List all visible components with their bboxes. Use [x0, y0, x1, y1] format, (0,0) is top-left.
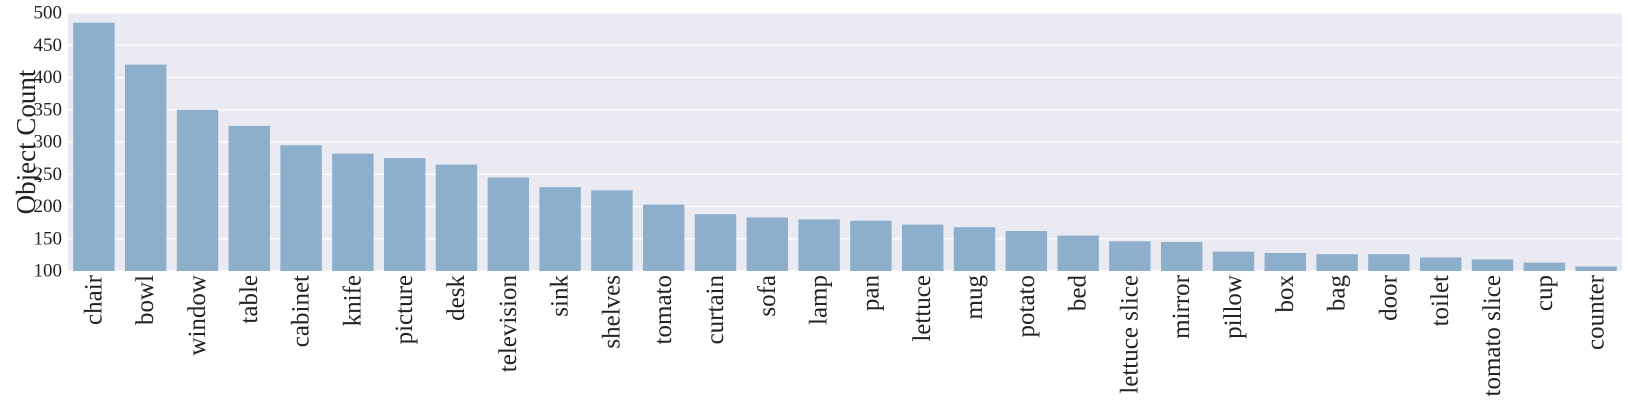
- bar-bag: [1316, 254, 1358, 271]
- y-axis-ticks: 100 150 200 250 300 350 400 450 500: [34, 3, 63, 282]
- bar-desk: [435, 164, 478, 271]
- x-tick-label-box: box: [1272, 275, 1299, 313]
- x-tick-label-bowl: bowl: [132, 275, 159, 325]
- bar-potato: [1005, 231, 1048, 271]
- bar-lettuce-slice: [1109, 241, 1151, 271]
- y-tick-label: 350: [34, 99, 63, 120]
- y-tick-label: 200: [34, 196, 63, 217]
- bar-knife: [332, 153, 374, 271]
- x-tick-label-bed: bed: [1065, 275, 1092, 312]
- x-tick-label-cup: cup: [1531, 275, 1558, 311]
- bar-tomato: [642, 204, 685, 271]
- bar-toilet: [1419, 257, 1462, 271]
- x-tick-label-sofa: sofa: [754, 275, 781, 317]
- bar-bed: [1057, 235, 1099, 271]
- y-axis-title: Object Count: [11, 69, 41, 214]
- x-tick-label-lettuce-slice: lettuce slice: [1116, 275, 1143, 394]
- x-axis-category-labels: chair bowl window table cabinet knife picture d…: [80, 274, 1609, 396]
- bar-picture: [383, 158, 426, 271]
- x-tick-label-shelves: shelves: [598, 275, 625, 349]
- x-tick-label-window: window: [184, 275, 211, 356]
- y-tick-label: 300: [34, 132, 63, 153]
- x-tick-label-toilet: toilet: [1427, 275, 1454, 326]
- bar-pillow: [1212, 251, 1255, 271]
- x-tick-label-chair: chair: [80, 274, 107, 325]
- y-tick-label: 450: [34, 35, 63, 56]
- bar-cup: [1523, 262, 1566, 271]
- x-tick-label-lettuce: lettuce: [909, 275, 936, 342]
- x-tick-label-counter: counter: [1583, 274, 1610, 350]
- bar-chair: [73, 22, 115, 271]
- bar-curtain: [694, 214, 737, 271]
- bar-tomato-slice: [1471, 259, 1514, 271]
- bar-cabinet: [280, 145, 322, 271]
- x-tick-label-pillow: pillow: [1220, 275, 1247, 339]
- bar-mirror: [1160, 241, 1203, 271]
- y-tick-label: 500: [34, 3, 63, 24]
- y-tick-label: 250: [34, 164, 63, 185]
- bar-table: [228, 125, 271, 271]
- bars: [73, 22, 1617, 271]
- x-tick-label-door: door: [1375, 274, 1402, 321]
- x-tick-label-table: table: [236, 275, 263, 324]
- x-tick-label-television: television: [495, 275, 522, 373]
- bar-lamp: [798, 219, 840, 271]
- x-tick-label-lamp: lamp: [806, 275, 833, 325]
- x-tick-label-tomato-slice: tomato slice: [1479, 275, 1506, 397]
- bar-mug: [953, 227, 996, 271]
- x-tick-label-mirror: mirror: [1168, 274, 1195, 339]
- bar-door: [1368, 254, 1410, 271]
- bar-television: [487, 177, 530, 271]
- bar-counter: [1575, 266, 1617, 271]
- bar-sofa: [746, 217, 789, 271]
- x-tick-label-mug: mug: [961, 275, 988, 320]
- x-tick-label-sink: sink: [547, 275, 574, 317]
- x-tick-label-cabinet: cabinet: [288, 275, 315, 347]
- x-tick-label-picture: picture: [391, 275, 418, 344]
- bar-pan: [850, 220, 892, 271]
- y-tick-label: 400: [34, 67, 63, 88]
- y-tick-label: 100: [34, 261, 63, 282]
- x-tick-label-tomato: tomato: [650, 275, 677, 344]
- x-tick-label-potato: potato: [1013, 275, 1040, 338]
- x-tick-label-curtain: curtain: [702, 275, 729, 345]
- bar-box: [1264, 252, 1307, 271]
- x-tick-label-knife: knife: [339, 275, 366, 326]
- x-tick-label-pan: pan: [857, 275, 884, 312]
- x-tick-label-bag: bag: [1324, 275, 1351, 312]
- bar-sink: [539, 187, 581, 271]
- bar-shelves: [591, 190, 633, 271]
- bar-bowl: [124, 64, 167, 271]
- y-tick-label: 150: [34, 228, 63, 249]
- x-tick-label-desk: desk: [443, 275, 470, 321]
- bar-lettuce: [901, 224, 944, 271]
- gridlines: [68, 12, 1622, 272]
- bar-window: [176, 109, 219, 271]
